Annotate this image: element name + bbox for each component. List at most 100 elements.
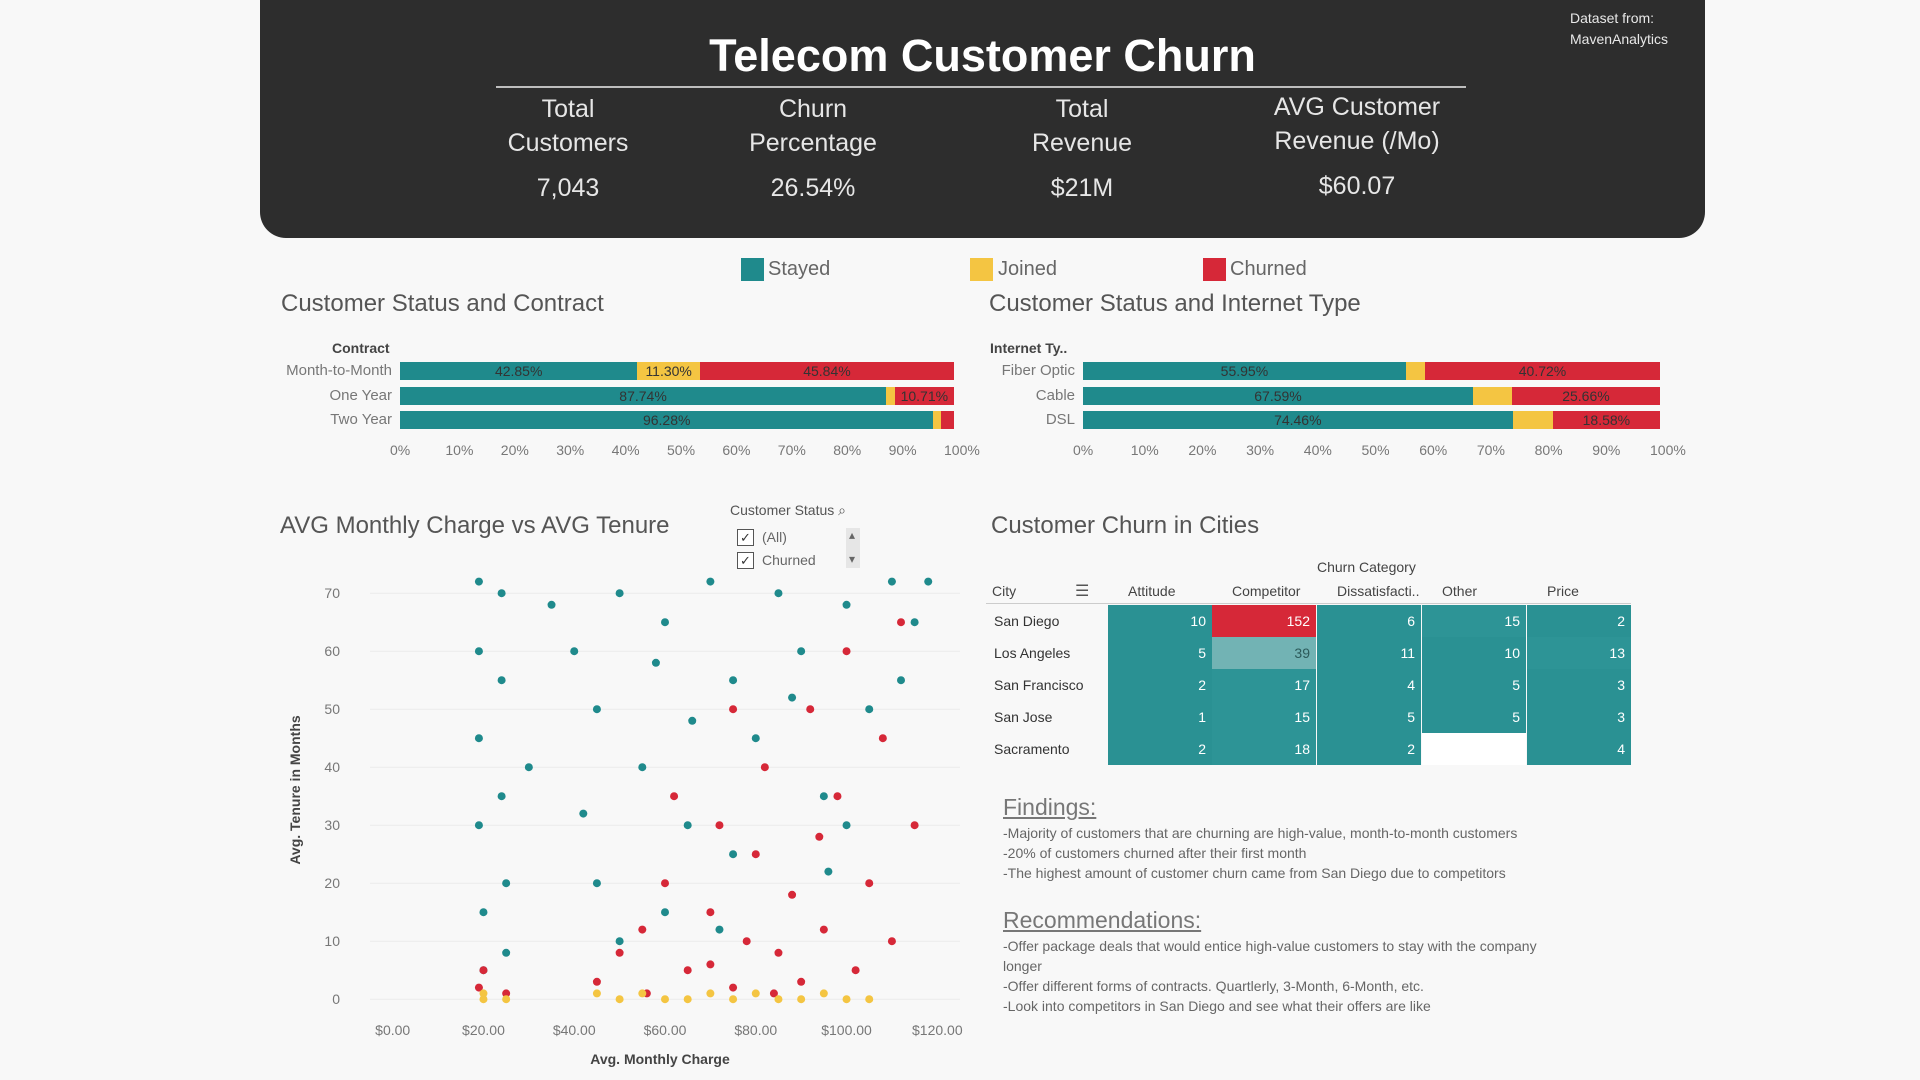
heatmap-cell[interactable]: 10 [1422,637,1526,669]
heatmap-cell[interactable]: 152 [1212,605,1316,637]
scatter-point-churned[interactable] [729,705,738,714]
scatter-point-stayed[interactable] [924,577,933,586]
filter-checkbox-churned[interactable]: ✓ [737,552,754,569]
scatter-point-stayed[interactable] [910,618,919,627]
scatter-point-churned[interactable] [833,792,842,801]
legend-label-churned[interactable]: Churned [1230,258,1307,280]
sort-icon[interactable]: ☰ [1075,583,1090,600]
filter-option-all[interactable]: (All) [762,529,787,545]
scatter-point-churned[interactable] [815,832,824,841]
scatter-point-joined[interactable] [865,995,874,1004]
heatmap-cell[interactable]: 5 [1108,637,1212,669]
scatter-point-stayed[interactable] [592,879,601,888]
scatter-point-stayed[interactable] [797,647,806,656]
scatter-point-churned[interactable] [887,937,896,946]
scatter-point-joined[interactable] [615,995,624,1004]
scatter-point-stayed[interactable] [615,589,624,598]
scatter-point-stayed[interactable] [865,705,874,714]
heatmap-cell[interactable]: 15 [1422,605,1526,637]
heatmap-cell[interactable]: 2 [1108,669,1212,701]
legend-label-joined[interactable]: Joined [998,258,1057,280]
scatter-point-stayed[interactable] [824,867,833,876]
heatmap-cell[interactable]: 13 [1527,637,1631,669]
scatter-point-churned[interactable] [715,821,724,830]
scatter-point-stayed[interactable] [661,618,669,627]
scatter-point-stayed[interactable] [897,676,905,685]
scroll-up-icon[interactable]: ▴ [849,528,856,542]
heatmap-cell[interactable]: 3 [1527,669,1631,701]
scatter-point-churned[interactable] [683,966,692,975]
filter-scrollbar[interactable] [846,528,860,568]
bar-segment-churned[interactable] [699,362,954,380]
scatter-point-churned[interactable] [706,960,715,969]
scatter-point-stayed[interactable] [547,600,556,609]
heatmap-cell[interactable]: 11 [1317,637,1421,669]
search-icon[interactable]: ⌕ [838,502,846,518]
scatter-point-churned[interactable] [479,966,488,975]
scatter-point-churned[interactable] [774,948,783,957]
heatmap-cell[interactable]: 2 [1108,733,1212,765]
legend-label-stayed[interactable]: Stayed [768,258,831,280]
scatter-point-joined[interactable] [661,995,669,1004]
scatter-point-churned[interactable] [788,890,797,899]
scatter-point-churned[interactable] [502,989,511,998]
scatter-point-stayed[interactable] [638,763,647,772]
heatmap-cell[interactable]: 18 [1212,733,1316,765]
bar-segment-churned[interactable] [941,411,954,429]
scatter-point-stayed[interactable] [502,948,511,957]
legend-swatch-stayed[interactable] [741,258,764,281]
scatter-point-joined[interactable] [729,995,738,1004]
filter-checkbox-all[interactable]: ✓ [737,529,754,546]
bar-segment-joined[interactable] [637,362,700,380]
scatter-point-churned[interactable] [878,734,887,743]
scatter-point-churned[interactable] [865,879,874,888]
scatter-point-churned[interactable] [760,763,769,772]
scatter-point-stayed[interactable] [474,734,483,743]
scatter-point-churned[interactable] [706,908,715,917]
scatter-point-stayed[interactable] [661,908,669,917]
scatter-point-churned[interactable] [638,925,647,934]
scatter-point-churned[interactable] [474,983,483,992]
scatter-point-stayed[interactable] [497,792,506,801]
heatmap-cell[interactable]: 5 [1422,669,1526,701]
scatter-point-stayed[interactable] [683,821,692,830]
scatter-point-stayed[interactable] [474,821,483,830]
bar-segment-churned[interactable] [894,386,954,405]
scatter-point-stayed[interactable] [751,734,760,743]
scatter-point-churned[interactable] [897,618,905,627]
bar-segment-stayed[interactable] [1083,386,1473,405]
scatter-point-stayed[interactable] [615,937,624,946]
heatmap-cell[interactable]: 6 [1317,605,1421,637]
scatter-point-stayed[interactable] [479,908,488,917]
scatter-point-stayed[interactable] [524,763,533,772]
scatter-point-stayed[interactable] [592,705,601,714]
scatter-point-churned[interactable] [670,792,679,801]
heatmap-cell[interactable]: 5 [1422,701,1526,733]
scatter-point-stayed[interactable] [497,676,506,685]
scatter-point-stayed[interactable] [819,792,828,801]
scatter-point-stayed[interactable] [497,589,506,598]
heatmap-cell[interactable]: 4 [1527,733,1631,765]
scatter-point-stayed[interactable] [729,850,738,859]
scatter-point-stayed[interactable] [688,716,697,725]
heatmap-cell[interactable]: 2 [1527,605,1631,637]
scatter-point-churned[interactable] [615,948,624,957]
scatter-point-joined[interactable] [479,995,488,1004]
bar-segment-joined[interactable] [1512,411,1553,429]
heatmap-cell[interactable]: 15 [1212,701,1316,733]
scatter-point-stayed[interactable] [474,577,483,586]
bar-segment-joined[interactable] [933,411,942,429]
scatter-point-stayed[interactable] [788,693,797,702]
scatter-point-churned[interactable] [742,937,751,946]
scatter-plot[interactable]: 0 10 20 30 40 50 60 70 $0.00 $20.00 $40.00 $60.00 $8… [260,550,980,1080]
scatter-point-stayed[interactable] [579,809,588,818]
bar-segment-churned[interactable] [1425,362,1660,380]
legend-swatch-churned[interactable] [1203,258,1226,281]
scroll-down-icon[interactable]: ▾ [849,552,856,566]
bar-segment-joined[interactable] [1405,362,1426,380]
filter-option-churned[interactable]: Churned [762,552,816,568]
bar-segment-stayed[interactable] [400,411,934,429]
scatter-point-stayed[interactable] [729,676,738,685]
scatter-point-joined[interactable] [683,995,692,1004]
scatter-point-stayed[interactable] [887,577,896,586]
